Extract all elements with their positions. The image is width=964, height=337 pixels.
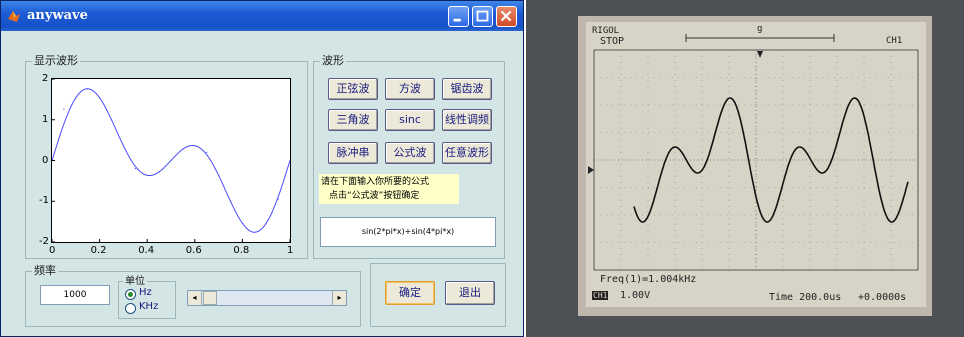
plot-point [63, 108, 65, 110]
waveform-plot-svg [51, 78, 291, 243]
plot-point [206, 151, 208, 153]
frequency-panel: 频率 [25, 264, 361, 327]
slider-thumb[interactable] [203, 291, 217, 305]
close-icon [500, 10, 512, 22]
x-tick-label: 0.6 [185, 245, 202, 256]
minimize-icon [453, 18, 461, 22]
ok-button[interactable]: 确定 [385, 281, 435, 305]
square-wave-button[interactable]: 方波 [385, 78, 435, 100]
formula-hint-line2: 点击“公式波”按钮确定 [329, 191, 420, 201]
channel-ground-icon [588, 166, 594, 174]
maximize-button[interactable] [472, 6, 493, 27]
x-tick-label: 1 [287, 245, 294, 256]
scope-channel: CH1 [886, 36, 903, 46]
scope-state: STOP [600, 36, 625, 47]
action-panel [370, 263, 506, 327]
sawtooth-wave-button[interactable]: 锯齿波 [442, 78, 492, 100]
khz-radio-label: KHz [139, 301, 159, 312]
display-panel-label: 显示波形 [32, 54, 80, 68]
unit-group-label: 单位 [123, 275, 147, 289]
waveform-plot [51, 78, 291, 243]
trigger-marker-icon [757, 51, 763, 58]
plot-point [277, 198, 279, 200]
frequency-slider[interactable]: ◂ ▸ [187, 290, 347, 306]
y-tick-label: -2 [39, 236, 49, 247]
exit-button[interactable]: 退出 [445, 281, 495, 305]
matlab-icon [8, 11, 20, 22]
sinc-button[interactable]: sinc [385, 109, 435, 131]
arbitrary-wave-button[interactable]: 任意波形 [442, 142, 492, 164]
plot-point [194, 145, 196, 147]
scope-volts-div: 1.00V [620, 290, 651, 301]
sine-wave-button[interactable]: 正弦波 [328, 78, 378, 100]
plot-point [122, 145, 124, 147]
plot-point [75, 97, 77, 99]
hz-radio-label: Hz [139, 287, 152, 298]
slider-right-arrow[interactable]: ▸ [332, 291, 346, 305]
scope-trigger-mark: g [757, 24, 763, 34]
plot-point [87, 88, 89, 90]
khz-radio[interactable] [125, 303, 136, 314]
formula-hint-line1: 请在下面输入你所要的公式 [321, 177, 430, 187]
scope-time-div: Time 200.0us [769, 292, 842, 303]
scope-freq-readout: Freq(1)=1.004kHz [600, 274, 697, 285]
plot-point [253, 231, 255, 233]
formula-hint: 请在下面输入你所要的公式 点击“公式波”按钮确定 [319, 174, 459, 204]
close-button[interactable] [496, 6, 517, 27]
plot-point [241, 222, 243, 224]
plot-point [218, 174, 220, 176]
y-tick-label: 1 [42, 113, 49, 125]
plot-point [182, 148, 184, 150]
y-tick-label: 0 [42, 154, 49, 166]
plot-point [265, 222, 267, 224]
pulse-train-button[interactable]: 脉冲串 [328, 142, 378, 164]
y-tick-label: -1 [39, 195, 49, 207]
formula-input[interactable]: sin(2*pi*x)+sin(4*pi*x) [320, 217, 496, 247]
scope-offset: +0.0000s [858, 292, 907, 303]
title-bar: anywave [1, 1, 523, 31]
unit-group: 单位 [118, 275, 176, 319]
y-tick-label: 2 [42, 73, 49, 84]
waveform-panel: 波形 [313, 54, 505, 259]
waveform-panel-label: 波形 [320, 54, 346, 68]
hz-radio[interactable] [125, 289, 136, 300]
anywave-window: anywave 显示波形 2 1 0 -1 -2 0 0.2 0.4 0.6 0.8 1 波形 正… [0, 0, 524, 337]
frequency-input[interactable]: 1000 [40, 285, 110, 305]
plot-point [99, 97, 101, 99]
triangle-wave-button[interactable]: 三角波 [328, 109, 378, 131]
plot-point [229, 200, 232, 202]
maximize-icon [476, 10, 489, 22]
oscilloscope-screen: RIGOL STOP g CH1 Freq(1)=1.004kHz CH1 1.… [586, 22, 926, 307]
scope-ch-badge: CH1 [592, 291, 609, 300]
plot-point [170, 159, 172, 162]
x-tick-label: 0.8 [233, 245, 250, 256]
scope-brand: RIGOL [592, 26, 620, 36]
plot-point [134, 168, 136, 170]
frequency-panel-label: 频率 [32, 264, 58, 278]
scope-trace [633, 97, 909, 223]
x-tick-label: 0 [49, 245, 56, 256]
x-tick-label: 0.4 [138, 245, 155, 256]
plot-point [146, 174, 148, 176]
display-panel: 显示波形 [25, 54, 308, 259]
oscilloscope-photo: RIGOL STOP g CH1 Freq(1)=1.004kHz CH1 1.… [526, 0, 964, 337]
x-tick-label: 0.2 [90, 245, 107, 256]
window-title: anywave [27, 8, 88, 23]
plot-point [110, 119, 113, 121]
formula-wave-button[interactable]: 公式波 [385, 142, 435, 164]
scope-grid [588, 34, 919, 271]
linear-chirp-button[interactable]: 线性调频 [442, 109, 492, 131]
slider-left-arrow[interactable]: ◂ [188, 291, 202, 305]
plot-point [158, 171, 160, 173]
minimize-button[interactable] [448, 6, 469, 27]
